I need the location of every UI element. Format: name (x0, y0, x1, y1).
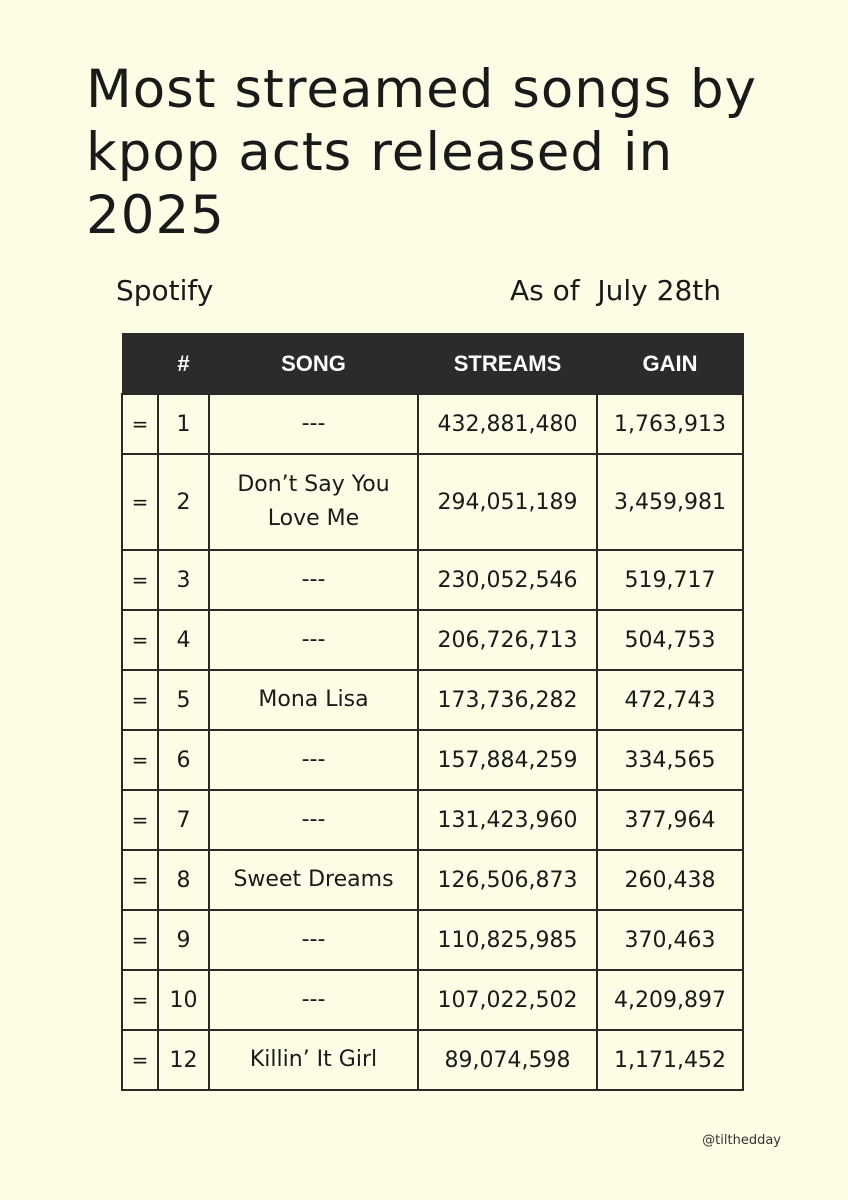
rank-cell: 7 (157, 789, 210, 851)
song-cell: --- (208, 789, 419, 851)
streams-table: # SONG STREAMS GAIN = 1 --- 432,881,480 … (121, 333, 744, 1091)
rank-cell: 1 (157, 393, 210, 455)
song-cell: --- (208, 969, 419, 1031)
rank-cell: 4 (157, 609, 210, 671)
rank-change: = (121, 549, 159, 611)
song-cell: --- (208, 609, 419, 671)
rank-cell: 3 (157, 549, 210, 611)
table-row: = 7 --- 131,423,960 377,964 (121, 789, 744, 851)
rank-cell: 5 (157, 669, 210, 731)
song-cell: Sweet Dreams (208, 849, 419, 911)
gain-cell: 1,763,913 (596, 393, 744, 455)
column-header-change (121, 333, 159, 395)
table-row: = 8 Sweet Dreams 126,506,873 260,438 (121, 849, 744, 911)
page-title: Most streamed songs by kpop acts release… (86, 59, 757, 246)
rank-cell: 8 (157, 849, 210, 911)
streams-cell: 157,884,259 (417, 729, 598, 791)
song-cell: Killin’ It Girl (208, 1029, 419, 1091)
streams-cell: 110,825,985 (417, 909, 598, 971)
rank-change: = (121, 969, 159, 1031)
table-row: = 2 Don’t Say You Love Me 294,051,189 3,… (121, 453, 744, 551)
song-cell: --- (208, 549, 419, 611)
credit-handle: @tilthedday (702, 1133, 781, 1148)
as-of-date: As of July 28th (509, 274, 721, 307)
rank-change: = (121, 849, 159, 911)
column-header-gain: GAIN (596, 333, 744, 395)
source-label: Spotify (116, 274, 214, 307)
gain-cell: 334,565 (596, 729, 744, 791)
table-row: = 12 Killin’ It Girl 89,074,598 1,171,45… (121, 1029, 744, 1091)
rank-change: = (121, 789, 159, 851)
rank-change: = (121, 393, 159, 455)
gain-cell: 370,463 (596, 909, 744, 971)
streams-cell: 89,074,598 (417, 1029, 598, 1091)
gain-cell: 504,753 (596, 609, 744, 671)
gain-cell: 377,964 (596, 789, 744, 851)
column-header-song: SONG (208, 333, 419, 395)
streams-cell: 107,022,502 (417, 969, 598, 1031)
rank-change: = (121, 1029, 159, 1091)
streams-cell: 230,052,546 (417, 549, 598, 611)
song-cell: --- (208, 393, 419, 455)
column-header-streams: STREAMS (417, 333, 598, 395)
table-row: = 4 --- 206,726,713 504,753 (121, 609, 744, 671)
rank-cell: 6 (157, 729, 210, 791)
rank-change: = (121, 453, 159, 551)
gain-cell: 1,171,452 (596, 1029, 744, 1091)
table-row: = 3 --- 230,052,546 519,717 (121, 549, 744, 611)
rank-cell: 10 (157, 969, 210, 1031)
rank-cell: 9 (157, 909, 210, 971)
gain-cell: 3,459,981 (596, 453, 744, 551)
table-row: = 1 --- 432,881,480 1,763,913 (121, 393, 744, 455)
song-cell: Mona Lisa (208, 669, 419, 731)
song-cell: --- (208, 729, 419, 791)
rank-change: = (121, 669, 159, 731)
streams-cell: 432,881,480 (417, 393, 598, 455)
rank-cell: 2 (157, 453, 210, 551)
table-header-row: # SONG STREAMS GAIN (121, 333, 744, 395)
table-row: = 6 --- 157,884,259 334,565 (121, 729, 744, 791)
rank-change: = (121, 909, 159, 971)
streams-cell: 206,726,713 (417, 609, 598, 671)
table-row: = 9 --- 110,825,985 370,463 (121, 909, 744, 971)
column-header-rank: # (157, 333, 210, 395)
streams-cell: 294,051,189 (417, 453, 598, 551)
gain-cell: 4,209,897 (596, 969, 744, 1031)
gain-cell: 260,438 (596, 849, 744, 911)
table-row: = 5 Mona Lisa 173,736,282 472,743 (121, 669, 744, 731)
song-cell: Don’t Say You Love Me (208, 453, 419, 551)
streams-cell: 126,506,873 (417, 849, 598, 911)
song-cell: --- (208, 909, 419, 971)
streams-cell: 131,423,960 (417, 789, 598, 851)
gain-cell: 519,717 (596, 549, 744, 611)
rank-cell: 12 (157, 1029, 210, 1091)
rank-change: = (121, 729, 159, 791)
rank-change: = (121, 609, 159, 671)
streams-cell: 173,736,282 (417, 669, 598, 731)
table-row: = 10 --- 107,022,502 4,209,897 (121, 969, 744, 1031)
gain-cell: 472,743 (596, 669, 744, 731)
